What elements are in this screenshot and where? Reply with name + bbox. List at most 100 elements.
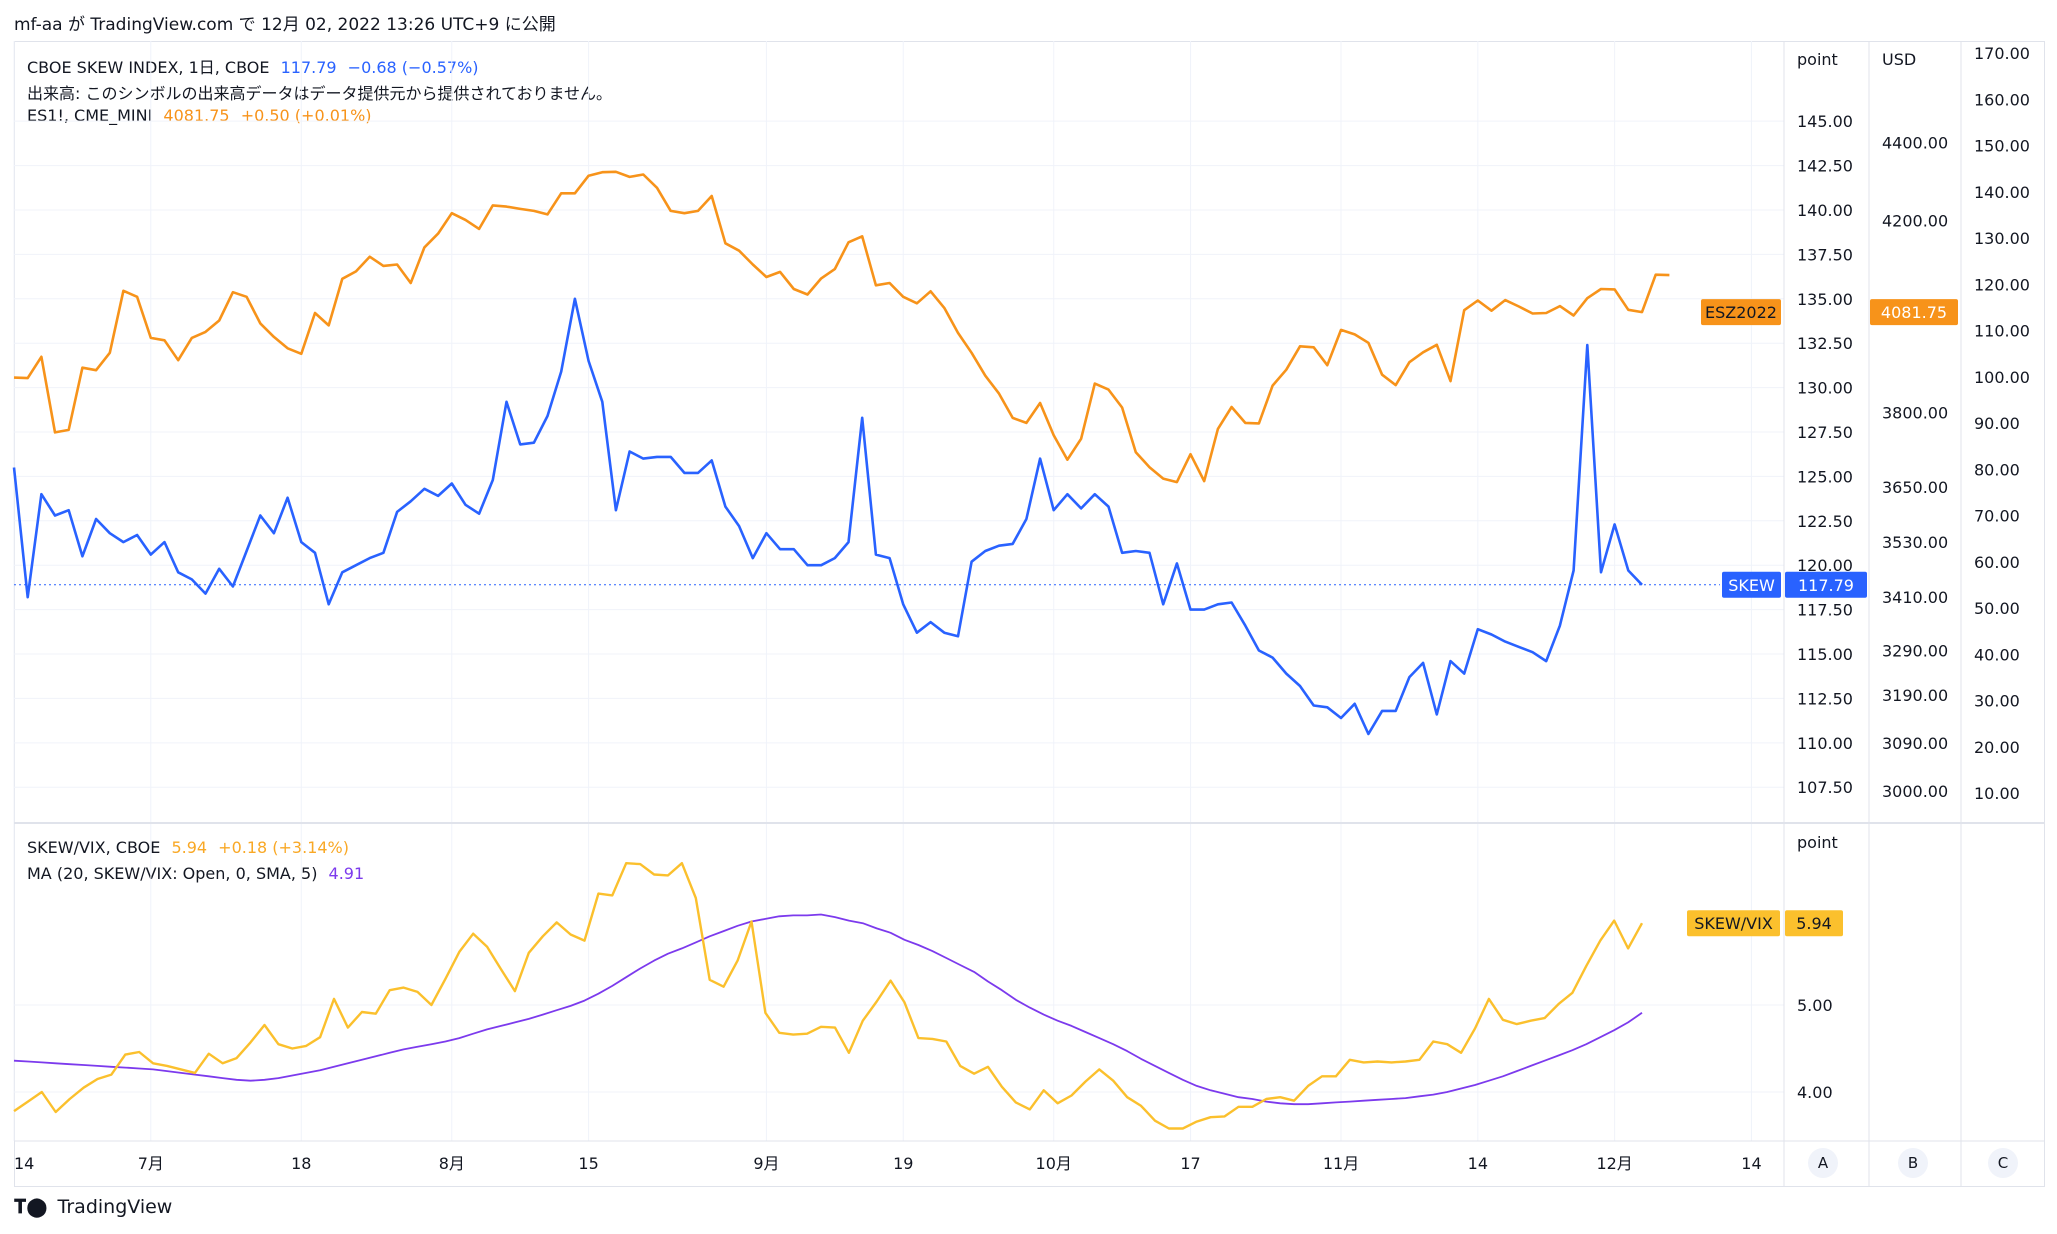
es-series-line[interactable] bbox=[13, 170, 1670, 484]
time-axis-tick: 17 bbox=[1180, 1154, 1200, 1173]
series-lines bbox=[12, 170, 1720, 1130]
scale-button-b[interactable]: B bbox=[1898, 1148, 1928, 1178]
ratio-legend[interactable]: SKEW/VIX, CBOE 5.94 +0.18 (+3.14%) bbox=[27, 838, 355, 857]
point-axis-tick: 122.50 bbox=[1797, 512, 1853, 531]
time-axis-tick: 7月 bbox=[138, 1154, 164, 1173]
usd-axis-tick: 3290.00 bbox=[1882, 641, 1948, 660]
esz-label-tag-text: ESZ2022 bbox=[1705, 303, 1777, 322]
point-axis-tick: 125.00 bbox=[1797, 467, 1853, 486]
point-axis-tick: 127.50 bbox=[1797, 423, 1853, 442]
usd-axis-tick: 3090.00 bbox=[1882, 734, 1948, 753]
ratio-label-tag-box bbox=[1687, 910, 1780, 937]
outer-axis-labels[interactable]: 170.00 160.00 150.00 140.00 130.00 120.00 110.… bbox=[1974, 44, 2030, 803]
outer-axis-tick: 70.00 bbox=[1974, 507, 2020, 526]
sub-point-axis-labels[interactable]: 5.00 4.00 bbox=[1797, 996, 1833, 1102]
outer-axis-tick: 120.00 bbox=[1974, 275, 2030, 294]
point-axis-tick: 135.00 bbox=[1797, 290, 1853, 309]
outer-axis-tick: 160.00 bbox=[1974, 90, 2030, 109]
esz-label-tag-box bbox=[1701, 299, 1781, 326]
time-axis-tick: 18 bbox=[291, 1154, 311, 1173]
time-axis-tick: 19 bbox=[893, 1154, 913, 1173]
skew-label-tag-text: SKEW bbox=[1728, 576, 1775, 595]
usd-axis-tick: 3410.00 bbox=[1882, 588, 1948, 607]
footer-brand[interactable]: 𝐓⬤ TradingView bbox=[14, 1196, 172, 1218]
usd-axis-tick: 3000.00 bbox=[1882, 782, 1948, 801]
outer-axis-tick: 80.00 bbox=[1974, 460, 2020, 479]
time-axis-tick: 14 bbox=[1468, 1154, 1488, 1173]
point-axis-tick: 132.50 bbox=[1797, 334, 1853, 353]
time-axis-tick: 9月 bbox=[753, 1154, 779, 1173]
skew-series-line[interactable] bbox=[12, 297, 1643, 736]
ratio-legend-change: +0.18 (+3.14%) bbox=[218, 838, 349, 857]
outer-axis-tick: 40.00 bbox=[1974, 645, 2020, 664]
outer-axis-tick: 130.00 bbox=[1974, 229, 2030, 248]
outer-axis-tick: 20.00 bbox=[1974, 738, 2020, 757]
skew-value-tag-text: 117.79 bbox=[1798, 576, 1854, 595]
time-axis-tick: 14 bbox=[1741, 1154, 1761, 1173]
tradingview-logo-icon: 𝐓⬤ bbox=[14, 1196, 48, 1218]
point-axis-tick: 140.00 bbox=[1797, 201, 1853, 220]
sub-axis-tick: 4.00 bbox=[1797, 1083, 1833, 1102]
ratio-label-tag-text: SKEW/VIX bbox=[1694, 914, 1773, 933]
ma-legend[interactable]: MA (20, SKEW/VIX: Open, 0, SMA, 5) 4.91 bbox=[27, 864, 370, 883]
point-axis-tick: 120.00 bbox=[1797, 556, 1853, 575]
usd-axis-tick: 3800.00 bbox=[1882, 403, 1948, 422]
es-legend[interactable]: ES1!, CME_MINI 4081.75 +0.50 (+0.01%) bbox=[27, 106, 378, 125]
pane-separators bbox=[14, 41, 2045, 1187]
sub-axis-unit-point: point bbox=[1797, 833, 1838, 852]
point-axis-tick: 137.50 bbox=[1797, 245, 1853, 264]
skew-legend[interactable]: CBOE SKEW INDEX, 1日, CBOE 117.79 −0.68 (… bbox=[27, 54, 485, 78]
skew-label-tag-box bbox=[1722, 571, 1781, 598]
time-axis-tick: 10月 bbox=[1036, 1154, 1072, 1173]
ratio-legend-value: 5.94 bbox=[171, 838, 208, 857]
skew-legend-change: −0.68 (−0.57%) bbox=[347, 58, 479, 77]
outer-axis-tick: 10.00 bbox=[1974, 784, 2020, 803]
ratio-series-line[interactable] bbox=[13, 862, 1644, 1130]
price-tags: ESZ2022 4081.75 SKEW 117.79 SKEW/VIX 5.94 bbox=[1687, 299, 1958, 937]
outer-axis-tick: 30.00 bbox=[1974, 692, 2020, 711]
scale-button-c[interactable]: C bbox=[1988, 1148, 2018, 1178]
time-axis-labels[interactable]: 14 7月 18 8月 15 9月 19 10月 17 11月 14 12月 14 bbox=[14, 1154, 1762, 1173]
time-axis-tick: 11月 bbox=[1323, 1154, 1359, 1173]
volume-note: 出来高: このシンボルの出来高データはデータ提供元から提供されておりません。 bbox=[27, 84, 613, 103]
ratio-value-tag-text: 5.94 bbox=[1796, 914, 1832, 933]
point-axis-tick: 117.50 bbox=[1797, 601, 1853, 620]
grid-lines bbox=[13, 41, 1784, 1141]
ratio-value-tag-box bbox=[1785, 910, 1843, 937]
ma-legend-name: MA (20, SKEW/VIX: Open, 0, SMA, 5) bbox=[27, 864, 318, 883]
point-axis-tick: 115.00 bbox=[1797, 645, 1853, 664]
esz-value-tag-box bbox=[1870, 299, 1958, 326]
es-legend-value: 4081.75 bbox=[163, 106, 230, 125]
usd-axis-tick: 3530.00 bbox=[1882, 533, 1948, 552]
outer-axis-tick: 90.00 bbox=[1974, 414, 2020, 433]
esz-value-tag-text: 4081.75 bbox=[1881, 303, 1947, 322]
main-axis-unit-usd: USD bbox=[1882, 50, 1917, 69]
usd-axis-tick: 4200.00 bbox=[1882, 212, 1948, 231]
skew-legend-name: CBOE SKEW INDEX, 1日, CBOE bbox=[27, 58, 270, 77]
es-legend-change: +0.50 (+0.01%) bbox=[240, 106, 372, 125]
ratio-legend-name: SKEW/VIX, CBOE bbox=[27, 838, 161, 857]
skew-legend-value: 117.79 bbox=[280, 58, 337, 77]
outer-axis-tick: 150.00 bbox=[1974, 137, 2030, 156]
publish-line: mf-aa が TradingView.com で 12月 02, 2022 1… bbox=[14, 15, 556, 35]
main-axis-unit-point: point bbox=[1797, 50, 1838, 69]
outer-axis-tick: 60.00 bbox=[1974, 553, 2020, 572]
point-axis-tick: 112.50 bbox=[1797, 689, 1853, 708]
point-axis-tick: 110.00 bbox=[1797, 734, 1853, 753]
outer-axis-tick: 110.00 bbox=[1974, 322, 2030, 341]
skew-value-tag-box bbox=[1785, 571, 1867, 598]
point-axis-tick: 107.50 bbox=[1797, 778, 1853, 797]
time-axis-tick: 15 bbox=[578, 1154, 598, 1173]
ma-legend-value: 4.91 bbox=[328, 864, 365, 883]
point-axis-tick: 142.50 bbox=[1797, 157, 1853, 176]
ma-series-line[interactable] bbox=[13, 913, 1643, 1106]
time-axis-tick: 12月 bbox=[1596, 1154, 1632, 1173]
usd-axis-tick: 3190.00 bbox=[1882, 686, 1948, 705]
usd-axis-labels[interactable]: 4400.004200.004000.003800.003650.003530.… bbox=[1882, 133, 1948, 800]
scale-button-a[interactable]: A bbox=[1808, 1148, 1838, 1178]
point-axis-tick: 145.00 bbox=[1797, 112, 1853, 131]
es-legend-name: ES1!, CME_MINI bbox=[27, 106, 153, 125]
point-axis-labels[interactable]: 145.00 142.50 140.00 137.50 135.00 132.50 130.… bbox=[1797, 112, 1853, 797]
